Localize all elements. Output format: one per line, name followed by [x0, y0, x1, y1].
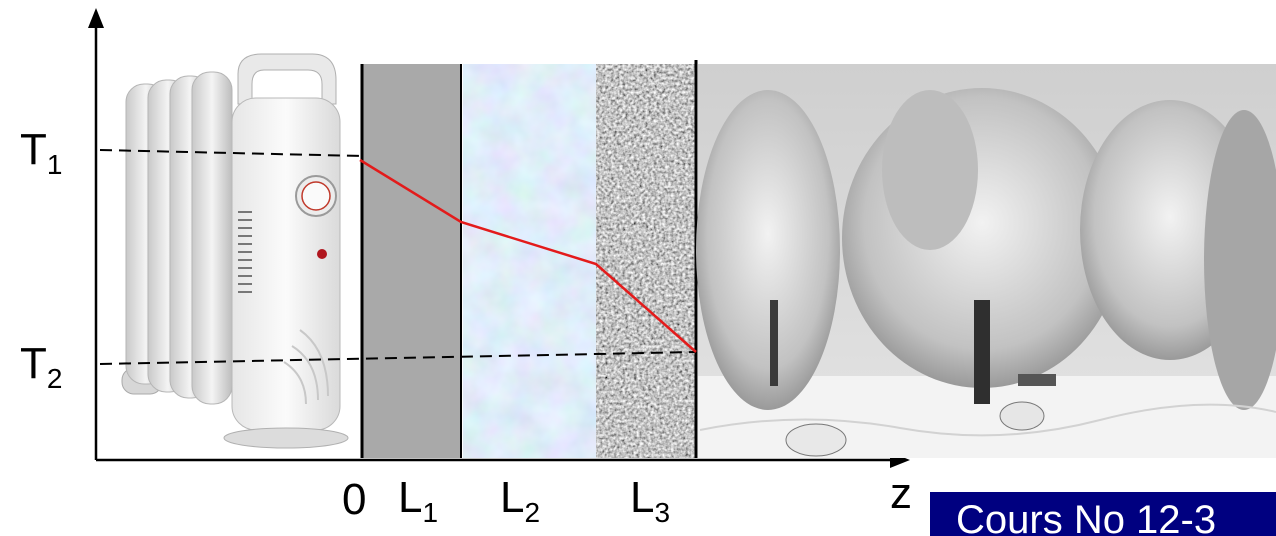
l3-label: L3 [630, 473, 671, 528]
z-axis-label: z [890, 469, 912, 518]
l2-label: L2 [500, 473, 541, 528]
l1-label: L1 [398, 473, 439, 528]
t2-label: T2 [20, 339, 63, 394]
t1-label: T1 [20, 125, 63, 180]
layer-2-insulation [463, 64, 596, 458]
course-banner-text: Cours No 12-3 [956, 498, 1217, 536]
layer-3-granular [596, 64, 696, 458]
temperature-axis-arrow [88, 8, 104, 28]
course-banner: Cours No 12-3 [930, 492, 1276, 536]
winter-landscape-image [696, 64, 1276, 458]
t1-reference-line [99, 149, 363, 157]
wall-layers [360, 60, 698, 458]
axes [88, 8, 910, 468]
radiator-image [121, 53, 349, 449]
t2-reference-line [99, 351, 697, 365]
layer-1-wall [362, 64, 460, 458]
origin-label: 0 [342, 475, 367, 524]
temperature-profile-line [359, 158, 697, 353]
